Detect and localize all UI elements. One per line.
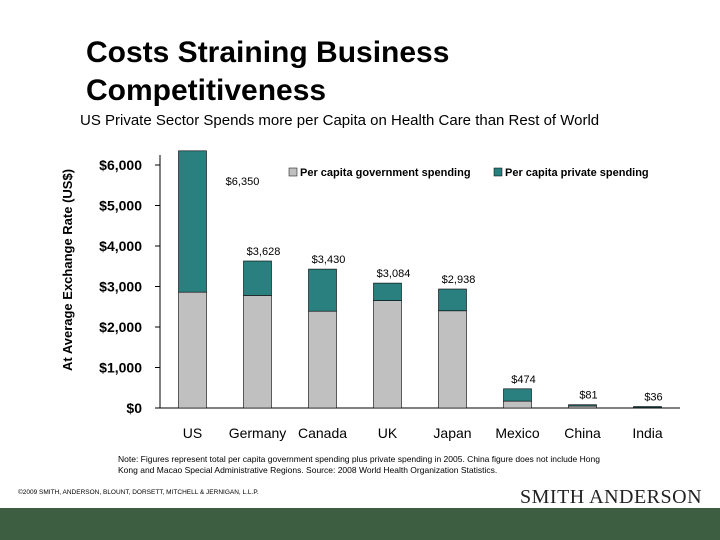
total-label: $36 [644, 392, 662, 404]
x-tick-label: China [564, 425, 601, 441]
y-tick-label: $5,000 [99, 198, 142, 214]
y-tick-label: $6,000 [99, 157, 142, 173]
legend-label: Per capita private spending [505, 167, 649, 179]
bar-government-germany [243, 295, 272, 409]
x-tick-label: India [632, 425, 663, 441]
y-tick-label: $1,000 [99, 360, 142, 376]
y-tick-label: $4,000 [99, 238, 142, 254]
bar-government-uk [373, 300, 402, 409]
bar-chart: At Average Exchange Rate (US$) $0 $1,000 $… [60, 150, 680, 441]
x-tick-label: Mexico [495, 425, 540, 441]
x-tick-label: Canada [298, 425, 347, 441]
bar-private-mexico [503, 388, 532, 402]
slide-subtitle: US Private Sector Spends more per Capita… [80, 112, 600, 129]
footnote: Note: Figures represent total per capita… [118, 454, 600, 475]
bar-private-germany [243, 260, 272, 296]
legend-swatch [493, 167, 503, 177]
bar-government-china [568, 405, 597, 409]
copyright-text: ©2009 SMITH, ANDERSON, BLOUNT, DORSETT, … [18, 489, 259, 496]
legend-label: Per capita government spending [300, 167, 471, 179]
total-label: $6,350 [226, 176, 260, 188]
total-label: $2,938 [442, 274, 476, 286]
y-axis-label: At Average Exchange Rate (US$) [60, 169, 75, 371]
firm-logo: SMITH ANDERSON [520, 486, 703, 508]
footer-bar [0, 508, 720, 540]
bar-private-japan [438, 288, 467, 312]
bar-private-uk [373, 282, 402, 301]
total-label: $3,084 [377, 268, 411, 280]
bar-government-canada [308, 310, 337, 409]
bar-private-china [568, 404, 597, 407]
y-tick-label: $3,000 [99, 279, 142, 295]
bar-government-mexico [503, 400, 532, 409]
total-label: $3,430 [312, 254, 346, 266]
x-tick-label: Germany [229, 425, 287, 441]
y-tick-label: $0 [126, 400, 142, 416]
legend-swatch [288, 167, 298, 177]
x-tick-label: UK [378, 425, 398, 441]
slide-title: Costs Straining Business Competitiveness [86, 36, 450, 107]
bar-government-us [178, 291, 207, 409]
total-label: $81 [579, 390, 597, 402]
total-label: $3,628 [247, 246, 281, 258]
y-tick-label: $2,000 [99, 319, 142, 335]
bar-private-us [178, 150, 207, 293]
bar-government-japan [438, 310, 467, 409]
bar-private-canada [308, 268, 337, 312]
bar-private-india [633, 406, 662, 408]
x-tick-label: US [183, 425, 202, 441]
total-label: $474 [511, 374, 535, 386]
x-tick-label: Japan [433, 425, 471, 441]
